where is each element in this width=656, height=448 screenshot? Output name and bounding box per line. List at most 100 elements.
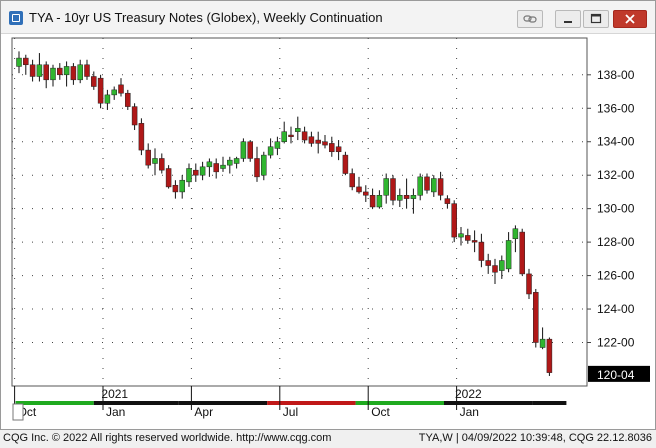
candle-body [499,260,505,271]
month-label: Jan [460,405,479,419]
candle-body [274,141,281,149]
session-bar-segment [532,401,567,405]
candle-body [152,158,158,164]
candle-body [261,154,267,176]
title-bar[interactable]: TYA - 10yr US Treasury Notes (Globex), W… [1,1,655,34]
candle-body [478,241,485,261]
candle-body [390,178,396,201]
candle-body [172,184,179,193]
candle-body [138,123,145,151]
chart-area[interactable]: 122-00 124-00 126-00 128-00 130-00 132-00 134-… [2,34,654,429]
last-price-label: 120-04 [597,368,635,382]
candle-body [179,179,185,193]
candle-body [104,94,111,104]
copyright-text: CQG Inc. © 2022 All rights reserved worl… [3,432,332,444]
session-bar-segment [444,401,533,405]
minimize-button[interactable] [555,10,581,28]
session-bar-segment [355,401,444,405]
month-label: Apr [194,405,213,419]
candle-body [165,168,172,188]
maximize-icon [590,13,602,24]
candle-body [397,195,403,201]
candle-body [247,141,253,159]
y-tick-label: 132-00 [597,168,635,182]
candle-body [512,228,519,240]
minimize-icon [564,21,572,23]
candle-body [505,240,512,270]
candle-body [349,173,355,188]
candle-body [254,158,260,178]
candle-body [546,338,553,373]
y-tick-label: 136-00 [597,101,635,115]
candle-body [539,338,546,348]
y-tick-label: 124-00 [597,302,635,316]
symbol-status-text: TYA,W | 04/09/2022 10:39:48, CQG 22.12.8… [418,432,652,444]
candle-body [458,233,464,238]
candle-body [43,64,49,81]
candle-body [267,146,274,156]
candle-body [29,64,36,77]
last-price-box [588,365,650,382]
candle-body [91,76,97,87]
candle-body [424,176,430,191]
candle-body [315,139,321,144]
candle-body [444,198,451,204]
candle-body [186,168,192,183]
candle-body [356,186,362,193]
month-label: Jan [106,405,125,419]
candle-body [322,141,328,146]
axis-layer: 122-00 124-00 126-00 128-00 130-00 132-00 134-… [12,68,650,421]
candle-body [383,178,389,196]
candle-body [23,57,29,66]
candle-body [125,92,131,107]
candle-body [16,57,22,67]
status-footer: CQG Inc. © 2022 All rights reserved worl… [0,430,656,448]
candle-body [465,235,471,241]
month-label: Oct [371,405,390,419]
candle-body [519,231,525,275]
maximize-button[interactable] [583,10,609,28]
close-button[interactable] [613,10,647,28]
session-bar-segment [15,401,94,405]
y-tick-label: 122-00 [597,336,635,350]
candle-body [451,203,457,238]
candle-body [227,159,233,166]
y-tick-label: 128-00 [597,235,635,249]
candle-body [329,143,335,153]
candle-body [193,169,199,176]
candle-body [240,141,247,159]
candle-body [84,64,90,77]
y-tick-label: 130-00 [597,202,635,216]
candle-body [97,77,104,104]
candle-body [295,128,301,132]
candle-body [145,149,151,166]
chart-app-icon [9,11,23,25]
session-bar-segment [93,401,179,405]
link-button[interactable] [517,10,543,28]
candle-body [363,191,369,196]
candle-body [159,158,165,171]
candle-body [471,240,478,243]
candlestick-chart[interactable]: 122-00 124-00 126-00 128-00 130-00 132-00 134-… [2,34,654,429]
candle-body [199,166,206,176]
candle-body [36,64,43,77]
candle-body [485,260,491,266]
candles-layer [16,51,553,376]
candle-body [63,66,70,76]
y-tick-label: 134-00 [597,135,635,149]
candle-body [526,273,532,295]
candle-body [77,64,83,81]
candle-body [301,131,308,141]
candle-body [70,66,77,81]
candle-body [288,134,294,137]
candle-body [57,67,63,76]
candle-body [233,158,240,164]
candle-body [281,131,287,142]
candle-body [50,67,56,81]
candle-body [403,195,410,199]
candle-body [213,163,219,173]
window-title: TYA - 10yr US Treasury Notes (Globex), W… [29,10,383,25]
candle-body [369,195,376,208]
year-label: 2021 [101,387,128,401]
candle-body [492,265,498,273]
